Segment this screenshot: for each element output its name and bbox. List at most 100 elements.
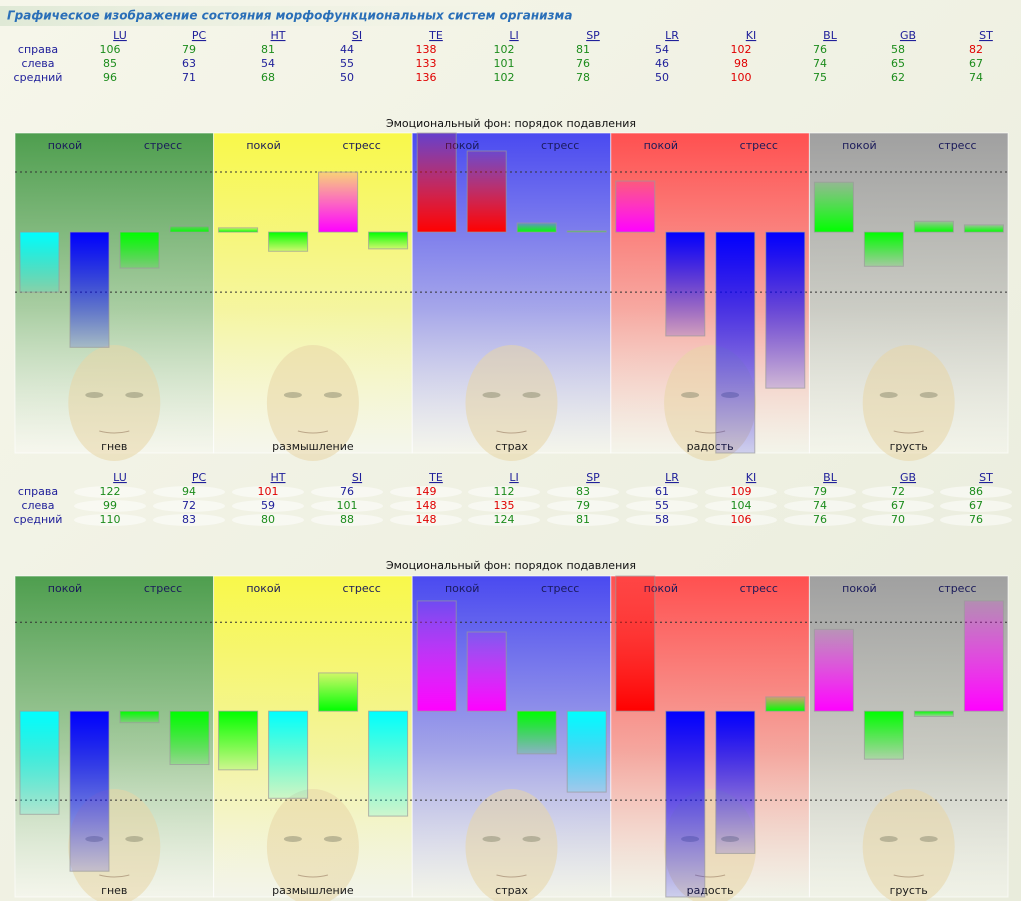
cell-highlight	[232, 514, 304, 526]
bar	[69, 710, 110, 872]
cell-value: 46	[655, 57, 669, 70]
chart-title: Эмоциональный фон: порядок подавления	[386, 559, 636, 572]
cell-highlight	[784, 514, 856, 526]
cell-highlight	[626, 514, 698, 526]
cell-value: 98	[734, 57, 748, 70]
cell-value: 149	[416, 485, 437, 498]
eye	[482, 836, 501, 842]
column-header: HT	[271, 29, 286, 42]
column-header: SI	[352, 29, 362, 42]
cell-value: 85	[103, 57, 117, 70]
cell-highlight	[862, 500, 934, 512]
cell-value: 81	[261, 43, 275, 56]
phase-label: стресс	[740, 582, 778, 595]
eye	[85, 392, 104, 398]
cell-value: 67	[969, 499, 983, 512]
row-label: средний	[14, 513, 63, 526]
column-header: LR	[665, 29, 679, 42]
cell-value: 82	[969, 43, 983, 56]
bar	[19, 710, 60, 815]
cell-value: 122	[100, 485, 121, 498]
bar	[119, 710, 160, 724]
cell-value: 58	[891, 43, 905, 56]
bar	[963, 224, 1004, 233]
cell-value: 50	[340, 71, 354, 84]
cell-highlight	[468, 514, 540, 526]
row-label: справа	[18, 485, 58, 498]
column-header: BL	[823, 29, 838, 42]
face	[266, 345, 359, 461]
cell-highlight	[232, 500, 304, 512]
phase-label: стресс	[541, 582, 579, 595]
mouth	[496, 874, 527, 878]
cell-highlight	[311, 486, 383, 498]
bar	[665, 231, 706, 337]
bar	[615, 575, 656, 712]
phase-label: покой	[445, 582, 479, 595]
cell-value: 79	[576, 499, 590, 512]
phase-label: стресс	[144, 582, 182, 595]
cell-value: 83	[182, 513, 196, 526]
eye	[283, 836, 302, 842]
mouth	[297, 430, 329, 434]
cell-value: 138	[416, 43, 437, 56]
cell-value: 62	[891, 71, 905, 84]
eye	[283, 392, 302, 398]
cell-value: 44	[340, 43, 354, 56]
bar	[268, 710, 309, 799]
column-header: SI	[352, 471, 362, 484]
cell-value: 54	[261, 57, 275, 70]
group-label: грусть	[890, 440, 928, 453]
cell-value: 68	[261, 71, 275, 84]
group-label: размышление	[272, 440, 354, 453]
cell-highlight	[784, 500, 856, 512]
cell-value: 110	[100, 513, 121, 526]
cell-highlight	[311, 514, 383, 526]
column-header: TE	[428, 29, 443, 42]
bar	[813, 181, 854, 233]
group-label: страх	[495, 884, 528, 897]
cell-value: 101	[258, 485, 279, 498]
row-label: средний	[14, 71, 63, 84]
cell-highlight	[547, 486, 619, 498]
cell-value: 112	[494, 485, 515, 498]
bar	[566, 230, 607, 233]
cell-highlight	[390, 514, 462, 526]
eye	[879, 392, 898, 398]
column-header: TE	[428, 471, 443, 484]
chart-title: Эмоциональный фон: порядок подавления	[386, 117, 636, 130]
cell-highlight	[232, 486, 304, 498]
cell-highlight	[153, 514, 225, 526]
title-band	[0, 6, 620, 26]
bar	[566, 710, 607, 793]
cell-highlight	[74, 514, 146, 526]
column-header: LU	[113, 29, 127, 42]
cell-value: 133	[416, 57, 437, 70]
eye	[522, 836, 541, 842]
face	[862, 789, 955, 901]
phase-label: покой	[842, 582, 876, 595]
cell-value: 58	[655, 513, 669, 526]
cell-value: 135	[494, 499, 515, 512]
cell-value: 76	[340, 485, 354, 498]
eye	[681, 392, 700, 398]
phase-label: стресс	[342, 582, 380, 595]
phase-label: стресс	[342, 139, 380, 152]
bar	[368, 710, 409, 817]
column-header: BL	[823, 471, 838, 484]
cell-highlight	[940, 514, 1012, 526]
cell-value: 74	[813, 499, 827, 512]
cell-value: 74	[813, 57, 827, 70]
cell-value: 102	[494, 71, 515, 84]
bar	[368, 231, 409, 250]
bar	[119, 231, 160, 269]
cell-value: 101	[337, 499, 358, 512]
cell-value: 74	[969, 71, 983, 84]
cell-highlight	[862, 514, 934, 526]
column-header: KI	[746, 29, 756, 42]
phase-label: стресс	[740, 139, 778, 152]
cell-value: 65	[891, 57, 905, 70]
phase-label: стресс	[938, 139, 976, 152]
cell-value: 63	[182, 57, 196, 70]
